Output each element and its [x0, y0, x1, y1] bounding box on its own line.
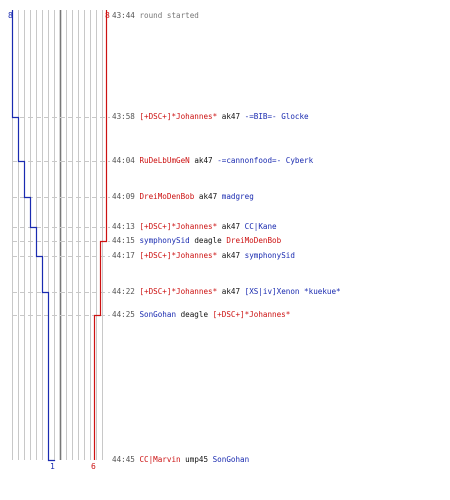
killer-name: [+DSC+]*Johannes* — [139, 251, 218, 260]
event-time: 43:44 — [112, 11, 135, 20]
killer-name: RuDeLbUmGeN — [139, 156, 190, 165]
red-end-count: 6 — [91, 462, 96, 471]
kill-log-row: 44:17 [+DSC+]*Johannes* ak47 symphonySid — [112, 251, 295, 261]
kill-log-row: 44:13 [+DSC+]*Johannes* ak47 CC|Kane — [112, 222, 277, 232]
event-time: 44:04 — [112, 156, 135, 165]
blue-end-count: 1 — [50, 462, 55, 471]
weapon-name: ak47 — [221, 112, 241, 121]
event-time: 44:45 — [112, 455, 135, 464]
event-time: 44:13 — [112, 222, 135, 231]
weapon-name: deagle — [180, 310, 209, 319]
victim-name: symphonySid — [244, 251, 295, 260]
event-time: 44:25 — [112, 310, 135, 319]
weapon-name: ak47 — [198, 192, 218, 201]
weapon-name: ak47 — [221, 287, 241, 296]
weapon-name: deagle — [194, 236, 222, 245]
alive-step-lines — [11, 10, 108, 462]
victim-name: -=BIB=- Glocke — [244, 112, 309, 121]
kill-log-row: 43:58 [+DSC+]*Johannes* ak47 -=BIB=- Glo… — [112, 112, 309, 122]
event-time: 44:17 — [112, 251, 135, 260]
victim-name: [+DSC+]*Johannes* — [212, 310, 291, 319]
event-time: 44:15 — [112, 236, 135, 245]
event-time: 44:09 — [112, 192, 135, 201]
killer-name: CC|Marvin — [139, 455, 181, 464]
player-count-labels: 8 8 1 6 — [8, 11, 110, 471]
event-time: 43:58 — [112, 112, 135, 121]
blue-team-alive-line — [11, 10, 56, 462]
weapon-name: ak47 — [194, 156, 213, 165]
blue-start-count: 8 — [8, 11, 13, 20]
kill-log-row: 44:04 RuDeLbUmGeN ak47 -=cannonfood=- Cy… — [112, 156, 313, 166]
red-start-count: 8 — [105, 11, 110, 20]
kill-log-row: 43:44 round started — [112, 11, 199, 21]
kill-log-row: 44:45 CC|Marvin ump45 SonGohan — [112, 455, 249, 465]
weapon-name: ak47 — [221, 222, 241, 231]
killer-name: DreiMoDenBob — [139, 192, 195, 201]
kill-log-row: 44:22 [+DSC+]*Johannes* ak47 [XS|iv]Xeno… — [112, 287, 341, 297]
kill-log-row: 44:09 DreiMoDenBob ak47 madgreg — [112, 192, 254, 202]
kill-log-row: 44:25 SonGohan deagle [+DSC+]*Johannes* — [112, 310, 290, 320]
event-time: 44:22 — [112, 287, 135, 296]
killer-name: symphonySid — [139, 236, 190, 245]
weapon-name: ak47 — [221, 251, 241, 260]
victim-name: CC|Kane — [244, 222, 277, 231]
killer-name: [+DSC+]*Johannes* — [139, 222, 218, 231]
killer-name: SonGohan — [139, 310, 177, 319]
red-team-alive-line — [93, 10, 108, 460]
victim-name: DreiMoDenBob — [226, 236, 282, 245]
victim-name: [XS|iv]Xenon *kuekue* — [244, 287, 341, 296]
victim-name: madgreg — [221, 192, 254, 201]
killer-name: [+DSC+]*Johannes* — [139, 287, 218, 296]
victim-name: -=cannonfood=- Cyberk — [217, 156, 314, 165]
victim-name: SonGohan — [212, 455, 250, 464]
killer-name: [+DSC+]*Johannes* — [139, 112, 218, 121]
weapon-name: ump45 — [185, 455, 209, 464]
event-message: round started — [139, 11, 199, 20]
kill-log-row: 44:15 symphonySid deagle DreiMoDenBob — [112, 236, 281, 246]
